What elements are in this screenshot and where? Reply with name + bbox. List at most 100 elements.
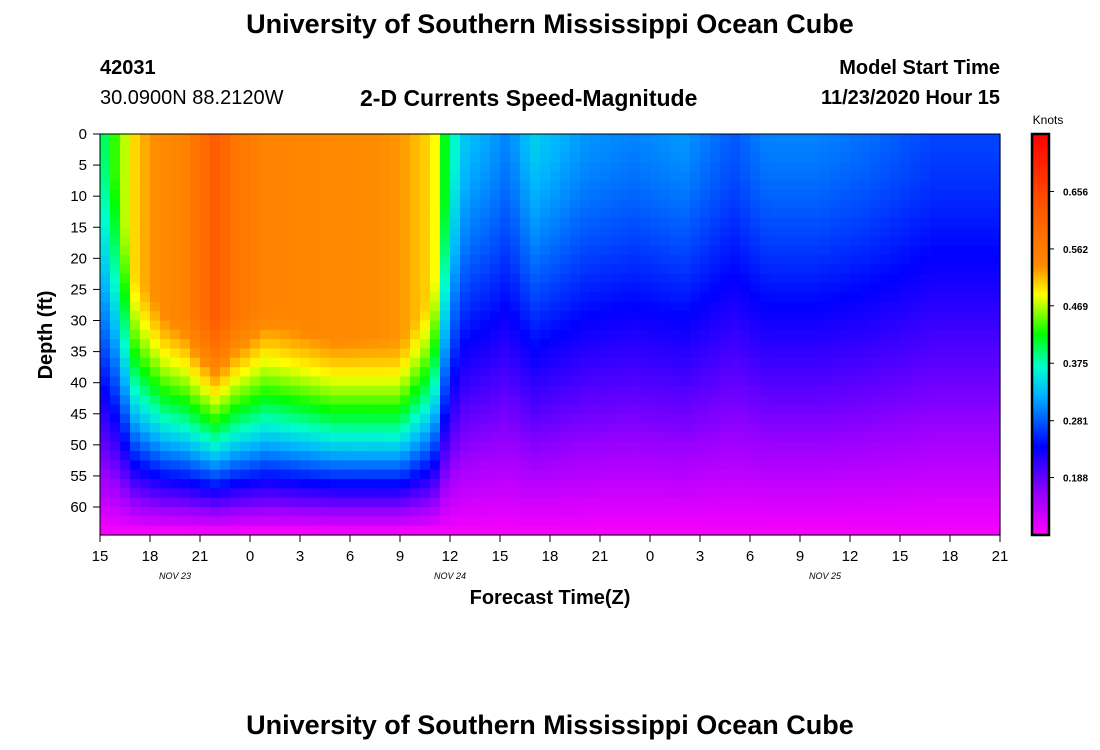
heatmap-cell bbox=[970, 441, 981, 452]
heatmap-cell bbox=[130, 255, 141, 266]
heatmap-cell bbox=[770, 339, 781, 350]
heatmap-cell bbox=[250, 227, 261, 238]
heatmap-cell bbox=[840, 227, 851, 238]
heatmap-cell bbox=[410, 171, 421, 182]
heatmap-cell bbox=[420, 180, 431, 191]
heatmap-cell bbox=[580, 451, 591, 461]
heatmap-cell bbox=[290, 385, 301, 396]
heatmap-cell bbox=[540, 171, 551, 182]
heatmap-cell bbox=[240, 208, 251, 219]
heatmap-cell bbox=[300, 441, 311, 452]
heatmap-cell bbox=[940, 451, 951, 461]
heatmap-cell bbox=[440, 245, 451, 256]
heatmap-cell bbox=[740, 441, 751, 452]
heatmap-cell bbox=[630, 208, 641, 219]
heatmap-cell bbox=[440, 469, 451, 480]
heatmap-cell bbox=[240, 329, 251, 340]
heatmap-cell bbox=[470, 460, 481, 471]
heatmap-cell bbox=[920, 479, 931, 489]
heatmap-cell bbox=[520, 245, 531, 256]
heatmap-cell bbox=[580, 329, 591, 340]
heatmap-cell bbox=[310, 208, 321, 219]
heatmap-cell bbox=[900, 367, 911, 378]
heatmap-cell bbox=[940, 479, 951, 489]
heatmap-cell bbox=[900, 339, 911, 350]
heatmap-cell bbox=[740, 255, 751, 266]
heatmap-cell bbox=[960, 423, 971, 434]
heatmap-cell bbox=[750, 507, 761, 517]
heatmap-cell bbox=[790, 432, 801, 443]
heatmap-cell bbox=[350, 217, 361, 228]
heatmap-cell bbox=[360, 208, 371, 219]
heatmap-cell bbox=[850, 320, 861, 331]
heatmap-cell bbox=[930, 460, 941, 471]
heatmap-cell bbox=[460, 516, 471, 527]
heatmap-cell bbox=[790, 189, 801, 200]
heatmap-cell bbox=[260, 525, 271, 536]
heatmap-cell bbox=[560, 395, 571, 406]
heatmap-cell bbox=[540, 357, 551, 368]
heatmap-cell bbox=[850, 152, 861, 163]
heatmap-cell bbox=[820, 479, 831, 489]
heatmap-cell bbox=[460, 217, 471, 228]
heatmap-cell bbox=[670, 516, 681, 527]
heatmap-cell bbox=[960, 376, 971, 387]
heatmap-cell bbox=[670, 227, 681, 238]
heatmap-cell bbox=[310, 516, 321, 527]
heatmap-cell bbox=[540, 152, 551, 163]
heatmap-cell bbox=[600, 451, 611, 461]
x-tick-label: 18 bbox=[142, 548, 159, 565]
heatmap-cell bbox=[370, 385, 381, 396]
heatmap-cell bbox=[790, 525, 801, 536]
heatmap-cell bbox=[150, 292, 161, 303]
heatmap-cell bbox=[130, 348, 141, 359]
heatmap-cell bbox=[350, 460, 361, 471]
colorbar-tick-label: 0.656 bbox=[1063, 187, 1088, 198]
heatmap-cell bbox=[720, 134, 731, 144]
heatmap-cell bbox=[260, 292, 271, 303]
heatmap-cell bbox=[740, 208, 751, 219]
heatmap-cell bbox=[890, 507, 901, 517]
heatmap-cell bbox=[460, 161, 471, 172]
heatmap-cell bbox=[630, 357, 641, 368]
heatmap-cell bbox=[780, 311, 791, 322]
heatmap-cell bbox=[510, 423, 521, 434]
heatmap-cell bbox=[770, 180, 781, 191]
heatmap-cell bbox=[980, 357, 991, 368]
heatmap-cell bbox=[910, 199, 921, 210]
heatmap-cell bbox=[920, 143, 931, 154]
heatmap-cell bbox=[120, 161, 131, 172]
heatmap-cell bbox=[720, 320, 731, 331]
heatmap-cell bbox=[160, 161, 171, 172]
heatmap-cell bbox=[870, 171, 881, 182]
heatmap-cell bbox=[900, 404, 911, 415]
heatmap-cell bbox=[910, 516, 921, 527]
station-id: 42031 bbox=[100, 57, 156, 79]
heatmap-cell bbox=[860, 516, 871, 527]
heatmap-cell bbox=[210, 385, 221, 396]
heatmap-cell bbox=[950, 423, 961, 434]
heatmap-cell bbox=[360, 404, 371, 415]
heatmap-cell bbox=[860, 189, 871, 200]
heatmap-cell bbox=[150, 143, 161, 154]
heatmap-cell bbox=[270, 413, 281, 424]
heatmap-cell bbox=[810, 525, 821, 536]
heatmap-cell bbox=[850, 367, 861, 378]
heatmap-cell bbox=[440, 441, 451, 452]
heatmap-cell bbox=[490, 292, 501, 303]
heatmap-cell bbox=[820, 395, 831, 406]
heatmap-cell bbox=[380, 357, 391, 368]
heatmap-cell bbox=[420, 283, 431, 294]
heatmap-cell bbox=[890, 143, 901, 154]
heatmap-cell bbox=[920, 217, 931, 228]
heatmap-cell bbox=[190, 395, 201, 406]
heatmap-cell bbox=[610, 152, 621, 163]
heatmap-cell bbox=[620, 376, 631, 387]
heatmap-cell bbox=[120, 171, 131, 182]
heatmap-cell bbox=[270, 245, 281, 256]
heatmap-cell bbox=[230, 199, 241, 210]
heatmap-cell bbox=[890, 376, 901, 387]
heatmap-cell bbox=[430, 143, 441, 154]
heatmap-cell bbox=[580, 134, 591, 144]
heatmap-cell bbox=[600, 273, 611, 284]
